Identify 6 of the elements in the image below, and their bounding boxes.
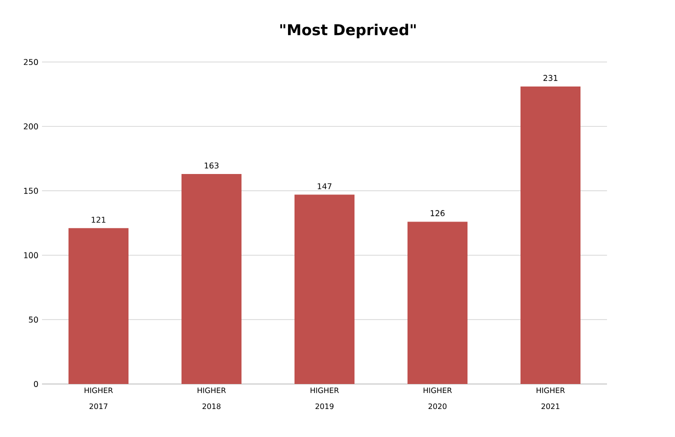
bar [520, 86, 580, 384]
chart-title: "Most Deprived" [280, 24, 416, 38]
bar [294, 194, 355, 384]
bar [182, 174, 242, 384]
bar [408, 222, 468, 384]
bar [68, 228, 129, 384]
